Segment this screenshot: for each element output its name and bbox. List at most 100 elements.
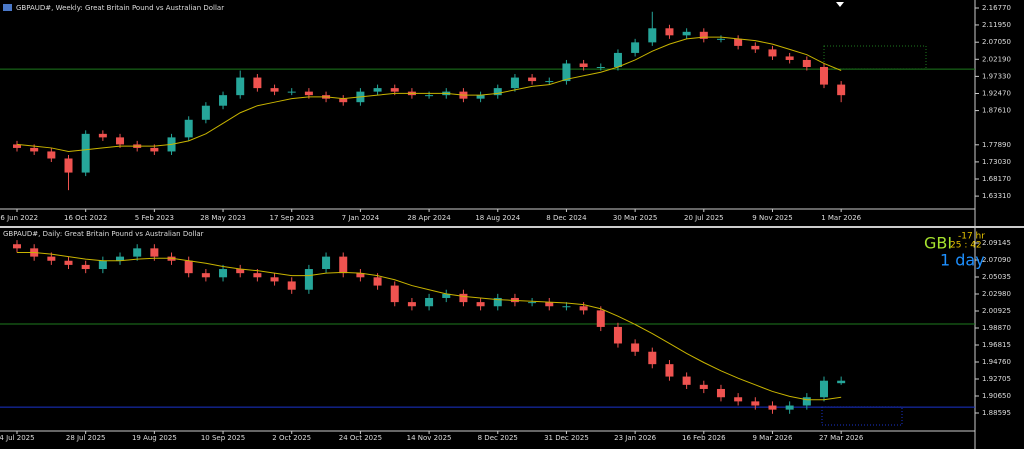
candle-body — [837, 84, 846, 96]
y-tick-label: 1.92470 — [982, 89, 1011, 97]
candle-body — [373, 277, 382, 286]
candle-body — [510, 77, 519, 89]
x-tick-label: 31 Dec 2025 — [544, 434, 589, 442]
candle-body — [682, 31, 691, 36]
candle-body — [390, 88, 399, 92]
candle-body — [528, 302, 537, 304]
x-tick-label: 28 Jul 2025 — [66, 434, 106, 442]
y-tick-label: 2.11950 — [982, 21, 1011, 29]
x-tick-label: 27 Mar 2026 — [819, 434, 864, 442]
y-tick-label: 1.97330 — [982, 72, 1011, 80]
y-tick-label: 1.77890 — [982, 141, 1011, 149]
y-tick-label: 2.16770 — [982, 4, 1011, 12]
candle-body — [304, 269, 313, 290]
y-tick-label: 2.00925 — [982, 307, 1011, 315]
x-tick-label: 7 Jan 2024 — [342, 214, 380, 222]
candle-body — [493, 88, 502, 96]
candle-body — [579, 306, 588, 311]
x-tick-label: 16 Feb 2026 — [682, 434, 726, 442]
candle-body — [81, 133, 90, 173]
candle-body — [47, 256, 56, 261]
candle-body — [613, 52, 622, 67]
candle-body — [150, 147, 159, 152]
candle-body — [184, 260, 193, 274]
candle-body — [407, 302, 416, 307]
countdown-label: -17 hr — [958, 232, 985, 242]
zone-box — [823, 45, 927, 70]
x-tick-label: 26 Jun 2022 — [0, 214, 38, 222]
candle-body — [785, 405, 794, 410]
candle-body — [837, 380, 846, 384]
candle-body — [545, 302, 554, 307]
candle-body — [64, 158, 73, 173]
candle-body — [64, 260, 73, 265]
x-tick-label: 8 Dec 2025 — [478, 434, 518, 442]
candle-body — [287, 91, 296, 93]
candle-body — [201, 105, 210, 120]
y-tick-label: 2.02190 — [982, 55, 1011, 63]
candle-body — [133, 248, 142, 257]
moving-average — [16, 36, 842, 152]
candle-body — [47, 151, 56, 159]
candle-body — [545, 81, 554, 83]
candle-body — [682, 376, 691, 385]
candle-body — [716, 38, 725, 40]
candle-body — [98, 260, 107, 270]
candle-body — [648, 351, 657, 365]
candle-body — [425, 95, 434, 97]
candle-body — [665, 28, 674, 36]
candle-body — [751, 401, 760, 406]
x-tick-label: 18 Aug 2024 — [475, 214, 520, 222]
candle-body — [356, 273, 365, 278]
x-tick-label: 9 Nov 2025 — [752, 214, 792, 222]
x-tick-label: 8 Dec 2024 — [546, 214, 587, 222]
x-tick-label: 23 Jan 2026 — [614, 434, 657, 442]
x-tick-label: 9 Mar 2026 — [753, 434, 793, 442]
candle-body — [768, 49, 777, 57]
y-tick-label: 1.92705 — [982, 375, 1011, 383]
candle-body — [596, 310, 605, 327]
y-tick-label: 2.02980 — [982, 290, 1011, 298]
y-tick-label: 1.96815 — [982, 341, 1011, 349]
candle-body — [116, 256, 125, 261]
candle-body — [802, 397, 811, 406]
candle-body — [425, 297, 434, 307]
candle-body — [734, 397, 743, 402]
y-tick-label: 2.07090 — [982, 256, 1011, 264]
candle-body — [459, 293, 468, 303]
candle-body — [734, 38, 743, 46]
candle-body — [253, 273, 262, 278]
candle-body — [339, 98, 348, 103]
candle-body — [13, 244, 21, 249]
x-tick-label: 14 Nov 2025 — [407, 434, 452, 442]
x-tick-label: 2 Oct 2025 — [272, 434, 311, 442]
candle-body — [150, 248, 159, 257]
candle-body — [493, 297, 502, 307]
x-tick-label: 30 Mar 2025 — [613, 214, 657, 222]
y-tick-label: 1.94760 — [982, 358, 1011, 366]
candle-body — [665, 364, 674, 377]
y-tick-label: 1.63310 — [982, 192, 1011, 200]
x-tick-label: 10 Sep 2025 — [201, 434, 245, 442]
candle-body — [768, 405, 777, 410]
candle-body — [201, 273, 210, 278]
candle-body — [613, 326, 622, 344]
candle-body — [219, 269, 228, 278]
y-tick-label: 2.09145 — [982, 239, 1011, 247]
chart-title: GBPAUD#, Weekly: Great Britain Pound vs … — [16, 4, 224, 12]
x-tick-label: 5 Feb 2023 — [135, 214, 174, 222]
candle-body — [596, 66, 605, 68]
candle-body — [699, 384, 708, 389]
countdown-label: 1 day — [940, 251, 985, 270]
x-tick-label: 4 Jul 2025 — [0, 434, 35, 442]
candle-body — [339, 256, 348, 274]
candle-body — [562, 306, 571, 308]
candle-body — [116, 137, 125, 145]
candle-body — [98, 133, 107, 138]
candle-body — [270, 277, 279, 282]
candle-body — [304, 91, 313, 96]
candle-body — [390, 285, 399, 303]
candle-body — [785, 56, 794, 60]
candle-body — [716, 388, 725, 398]
